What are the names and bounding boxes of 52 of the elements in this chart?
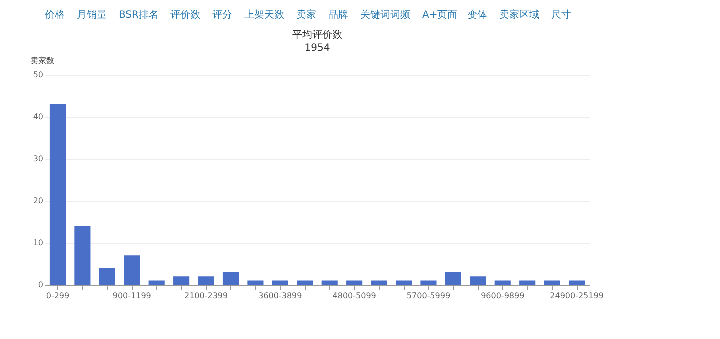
bar	[322, 280, 338, 285]
bar	[568, 280, 586, 285]
y-tick-label: 30	[33, 154, 44, 164]
y-tick-label: 10	[33, 238, 44, 248]
text: 卖家	[296, 9, 316, 21]
y-tick-label: 20	[33, 196, 44, 206]
text: BSR排名	[119, 9, 159, 21]
bar	[396, 280, 412, 285]
bar	[371, 280, 388, 285]
bar	[544, 280, 560, 285]
bar	[272, 280, 288, 285]
text: 月销量	[77, 10, 107, 21]
text: 上架天数	[244, 9, 284, 21]
x-tick-label: 24900-25199	[550, 292, 604, 300]
y-tick-label: 0	[38, 280, 44, 290]
x-tick-label: 0-299	[46, 292, 70, 300]
bar	[248, 280, 264, 285]
bar	[520, 280, 536, 285]
text: 变体	[468, 9, 488, 21]
y-tick-label: 50	[33, 70, 44, 80]
bar	[470, 276, 486, 285]
bar	[222, 272, 240, 285]
bar	[50, 104, 66, 285]
bar	[74, 226, 91, 285]
x-tick-label: 9600-9899	[481, 292, 525, 300]
x-tick-label: 3600-3899	[258, 292, 302, 300]
text: 关键词词频	[360, 9, 410, 21]
x-tick-label: 5700-5999	[406, 292, 451, 300]
x-tick-label: 4800-5099	[332, 292, 376, 300]
bar	[494, 280, 511, 285]
x-tick-label: 2100-2399	[184, 292, 228, 300]
text: 价格	[44, 9, 65, 21]
bar	[420, 280, 437, 285]
bar	[198, 276, 214, 285]
y-axis-title: 卖家数	[30, 56, 54, 66]
y-tick-label: 40	[33, 112, 44, 122]
bar	[124, 256, 140, 285]
bar	[174, 276, 190, 285]
bar	[99, 268, 116, 285]
text: A+页面	[422, 10, 458, 21]
text: 卖家区域	[500, 9, 540, 21]
bar	[148, 280, 165, 285]
bar	[297, 280, 314, 285]
text: 评分	[212, 9, 232, 21]
chart-title: 平均评价数	[292, 29, 342, 41]
bar	[445, 272, 462, 285]
chart-subtitle: 1954	[304, 43, 330, 54]
text: 评价数	[170, 9, 200, 21]
bar	[346, 280, 363, 285]
text: 品牌	[328, 9, 348, 21]
text: 尺寸	[552, 9, 572, 21]
x-tick-label: 900-1199	[112, 292, 152, 300]
